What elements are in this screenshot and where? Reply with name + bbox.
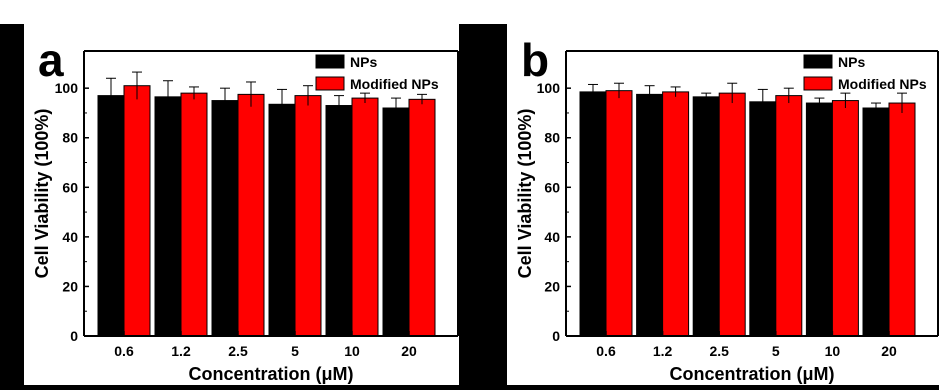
y-tick-label-4: 80 bbox=[544, 130, 560, 146]
y-axis-title: Cell Viability (100%) bbox=[32, 109, 52, 279]
bar-nps-5 bbox=[862, 107, 890, 337]
bar-modified-nps-2 bbox=[718, 92, 746, 337]
x-tick-label-0: 0.6 bbox=[114, 343, 134, 359]
top-band bbox=[0, 0, 939, 24]
legend-swatch-modified-nps bbox=[315, 76, 345, 91]
x-tick-label-1: 1.2 bbox=[171, 343, 191, 359]
x-tick-label-1: 1.2 bbox=[653, 343, 673, 359]
panel-letter-label: a bbox=[38, 34, 64, 86]
legend-swatch-nps bbox=[803, 54, 833, 69]
x-axis-title: Concentration (μM) bbox=[189, 364, 354, 384]
y-axis-title: Cell Viability (100%) bbox=[515, 109, 535, 279]
panel-letter-label: b bbox=[521, 34, 549, 86]
y-tick-label-2: 40 bbox=[62, 229, 78, 245]
bar-modified-nps-3 bbox=[294, 95, 322, 337]
bar-nps-1 bbox=[154, 96, 182, 337]
legend-label-nps: NPs bbox=[838, 54, 865, 70]
legend-label-modified-nps: Modified NPs bbox=[350, 76, 439, 92]
x-tick-label-4: 10 bbox=[825, 343, 841, 359]
bar-modified-nps-4 bbox=[351, 97, 379, 337]
x-tick-label-3: 5 bbox=[291, 343, 299, 359]
y-tick-label-5: 100 bbox=[537, 80, 561, 96]
x-tick-label-4: 10 bbox=[344, 343, 360, 359]
x-tick-label-5: 20 bbox=[881, 343, 897, 359]
y-tick-label-3: 60 bbox=[62, 179, 78, 195]
bar-modified-nps-5 bbox=[888, 102, 916, 337]
bar-modified-nps-4 bbox=[831, 100, 859, 337]
x-tick-label-5: 20 bbox=[401, 343, 417, 359]
y-tick-label-1: 20 bbox=[62, 278, 78, 294]
center-gutter bbox=[459, 24, 507, 385]
bar-modified-nps-5 bbox=[408, 98, 436, 337]
bar-modified-nps-0 bbox=[123, 85, 151, 337]
x-tick-label-2: 2.5 bbox=[709, 343, 729, 359]
bar-nps-2 bbox=[692, 96, 720, 337]
panel-a: a 0.6 1.2 2.5 5 10 20 0 20 40 60 80 100 Concentration… bbox=[24, 24, 459, 385]
legend-label-nps: NPs bbox=[350, 54, 377, 70]
legend-label-modified-nps: Modified NPs bbox=[838, 76, 927, 92]
y-tick-label-0: 0 bbox=[552, 328, 560, 344]
y-tick-label-2: 40 bbox=[544, 229, 560, 245]
bar-nps-4 bbox=[325, 105, 353, 337]
bar-modified-nps-1 bbox=[662, 91, 690, 337]
y-tick-label-3: 60 bbox=[544, 179, 560, 195]
bar-nps-3 bbox=[268, 103, 296, 337]
left-gutter bbox=[0, 24, 24, 385]
panel-b: b 0.6 1.2 2.5 5 10 20 0 20 40 60 80 100 Concentration… bbox=[507, 24, 939, 385]
bar-modified-nps-1 bbox=[180, 92, 208, 337]
x-axis-title: Concentration (μM) bbox=[670, 364, 835, 384]
y-tick-label-5: 100 bbox=[55, 80, 79, 96]
bar-nps-5 bbox=[382, 107, 410, 337]
x-tick-label-3: 5 bbox=[772, 343, 780, 359]
y-tick-label-4: 80 bbox=[62, 130, 78, 146]
bar-nps-3 bbox=[749, 101, 777, 337]
bar-modified-nps-2 bbox=[237, 93, 265, 337]
bar-nps-0 bbox=[579, 91, 607, 337]
x-tick-label-2: 2.5 bbox=[228, 343, 248, 359]
y-tick-label-1: 20 bbox=[544, 278, 560, 294]
bar-nps-1 bbox=[636, 93, 664, 337]
legend-swatch-nps bbox=[315, 54, 345, 69]
bar-nps-2 bbox=[211, 100, 239, 337]
x-tick-label-0: 0.6 bbox=[596, 343, 616, 359]
bar-nps-0 bbox=[97, 95, 125, 337]
bar-nps-4 bbox=[805, 102, 833, 337]
y-tick-label-0: 0 bbox=[70, 328, 78, 344]
bar-modified-nps-3 bbox=[775, 95, 803, 337]
legend-swatch-modified-nps bbox=[803, 76, 833, 91]
bar-modified-nps-0 bbox=[605, 90, 633, 337]
